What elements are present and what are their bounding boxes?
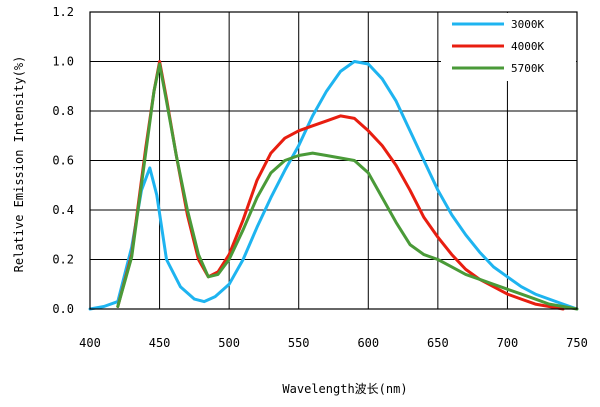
y-axis-title: Relative Emission Intensity(%) [12,56,26,273]
y-tick-label: 1.0 [52,55,74,69]
plot-frame [89,11,578,310]
x-tick-label: 500 [218,336,240,350]
y-tick-label: 0.2 [52,253,74,267]
series-line-5700K [116,62,579,311]
legend-label: 4000K [511,40,544,53]
y-tick-label: 0.0 [52,302,74,316]
x-tick-label: 750 [566,336,588,350]
y-tick-label: 0.4 [52,203,74,217]
plot-border [89,11,578,310]
x-tick-label: 650 [427,336,449,350]
legend: 3000K 4000K 5700K [441,13,576,81]
x-tick-label: 700 [497,336,519,350]
tick-labels: 400 450 500 550 600 650 700 750 0.0 0.2 0.4 0.6 0.8 1… [52,5,588,350]
x-tick-label: 600 [357,336,379,350]
x-tick-label: 550 [288,336,310,350]
legend-label: 5700K [511,62,544,75]
legend-label: 3000K [511,18,544,31]
x-tick-label: 400 [79,336,101,350]
series-line-3000K [88,60,579,311]
x-tick-label: 450 [149,336,171,350]
y-tick-label: 1.2 [52,5,74,19]
series-lines [88,60,579,311]
x-axis-title: Wavelength波长(nm) [282,382,407,396]
y-tick-label: 0.6 [52,154,74,168]
y-tick-label: 0.8 [52,104,74,118]
